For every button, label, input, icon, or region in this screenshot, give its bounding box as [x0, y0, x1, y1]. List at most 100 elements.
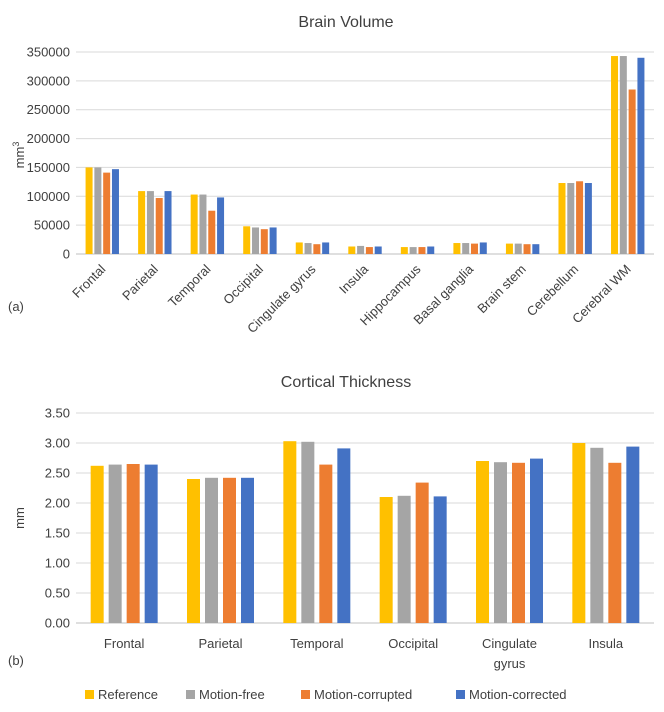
bar-motion-free-parietal [205, 477, 218, 623]
bar-motion-free-occipital [397, 495, 411, 623]
y-tick-label: 0.00 [45, 616, 70, 631]
bar-motion-free-temporal [301, 441, 315, 623]
bar-motion-corrected-insula [626, 446, 640, 623]
bar-motion-corrected-frontal [111, 169, 119, 254]
x-tick-label-temporal: Temporal [290, 636, 344, 651]
bar-reference-parietal [138, 191, 146, 254]
bar-motion-corrupted-basal-ganglia [470, 243, 478, 254]
chart-title-cortical-thickness: Cortical Thickness [281, 374, 411, 391]
y-tick-label: 50000 [34, 218, 70, 233]
y-tick-label: 0.50 [45, 586, 70, 601]
legend-swatch-motion-corrected [456, 690, 465, 699]
bar-motion-free-frontal [94, 167, 102, 254]
legend-label-motion-corrupted: Motion-corrupted [314, 687, 412, 702]
bar-motion-corrected-parietal [164, 191, 172, 254]
bar-motion-free-occipital [252, 227, 260, 254]
bar-motion-free-hippocampus [409, 247, 417, 254]
brain-volume-chart: Brain Volume mm3 (a) 0 50000 100000 150000 2… [8, 14, 654, 336]
bar-reference-cingulate-gyrus [476, 461, 489, 623]
bar-reference-brain-stem [505, 243, 513, 254]
x-tick-label-occipital: Occipital [220, 261, 266, 307]
bar-motion-corrupted-frontal [126, 464, 140, 623]
bar-reference-insula [572, 443, 586, 623]
y-axis-label-cortical-thickness: mm [12, 507, 27, 529]
bar-motion-free-temporal [199, 194, 207, 254]
bar-motion-corrected-brain-stem [532, 244, 540, 254]
x-tick-label-insula: Insula [336, 261, 372, 297]
bar-motion-free-insula [357, 245, 365, 254]
y-tick-label: 2.00 [45, 496, 70, 511]
bar-reference-temporal [190, 194, 198, 254]
y-tick-label: 250000 [27, 102, 70, 117]
legend-swatch-motion-corrupted [301, 690, 310, 699]
chart-title-brain-volume: Brain Volume [298, 14, 393, 31]
bar-motion-free-cingulate-gyrus [304, 243, 312, 254]
bar-motion-corrected-occipital [433, 496, 447, 623]
bar-motion-corrected-parietal [241, 477, 254, 623]
bar-motion-corrected-cerebral-wm [637, 57, 645, 255]
bar-motion-corrupted-temporal [208, 210, 216, 254]
y-tick-label: 2.50 [45, 466, 70, 481]
x-tick-label-brain-stem: Brain stem [474, 262, 529, 317]
y-tick-label: 1.00 [45, 556, 70, 571]
bar-motion-corrupted-parietal [155, 198, 163, 254]
bar-motion-corrupted-parietal [223, 477, 236, 623]
bar-motion-corrupted-frontal [103, 172, 111, 254]
bar-motion-corrected-temporal [217, 197, 225, 254]
x-tick-label-cingulate-gyrus: Cingulate gyrus [482, 636, 537, 671]
bar-motion-corrupted-temporal [319, 464, 333, 623]
bar-motion-free-cerebral-wm [619, 56, 627, 254]
bar-reference-occipital [379, 497, 393, 623]
bar-reference-temporal [283, 441, 297, 623]
panel-label-a: (a) [8, 299, 24, 314]
y-tick-label: 3.50 [45, 406, 70, 421]
y-tick-label: 200000 [27, 131, 70, 146]
y-tick-label: 0 [63, 247, 70, 262]
legend-label-motion-corrected: Motion-corrected [469, 687, 567, 702]
bar-reference-frontal [90, 465, 104, 623]
bar-motion-corrupted-insula [608, 462, 622, 623]
y-tick-label: 350000 [27, 45, 70, 60]
bar-motion-free-brain-stem [514, 243, 522, 254]
y-axis-label-brain-volume: mm3 [11, 142, 27, 169]
bar-motion-corrupted-occipital [415, 482, 429, 623]
legend-label-reference: Reference [98, 687, 158, 702]
bar-motion-corrected-basal-ganglia [479, 242, 487, 254]
x-tick-label-cerebellum: Cerebellum [524, 262, 582, 320]
x-tick-label-parietal: Parietal [119, 261, 161, 303]
y-axis-unit-text: mm [12, 147, 27, 169]
cortical-thickness-chart: Cortical Thickness mm (b) 0.00 0.50 1.00 1.… [8, 374, 654, 671]
legend-label-motion-free: Motion-free [199, 687, 265, 702]
y-tick-label: 1.50 [45, 526, 70, 541]
bar-reference-occipital [243, 226, 251, 254]
bar-motion-corrupted-hippocampus [418, 247, 426, 254]
bar-motion-corrupted-occipital [260, 229, 268, 254]
bar-motion-free-parietal [146, 191, 154, 254]
bar-reference-insula [348, 246, 356, 254]
bar-motion-free-cerebellum [567, 183, 575, 254]
x-tick-label-parietal: Parietal [198, 636, 242, 651]
bar-motion-corrected-cerebellum [584, 183, 592, 254]
bar-reference-basal-ganglia [453, 243, 461, 254]
bar-motion-corrupted-insula [365, 247, 373, 254]
x-tick-label-occipital: Occipital [388, 636, 438, 651]
y-tick-label: 150000 [27, 160, 70, 175]
bar-motion-corrupted-cingulate-gyrus [512, 462, 525, 623]
bar-motion-corrected-hippocampus [427, 246, 435, 254]
bar-motion-corrupted-cerebellum [576, 181, 584, 254]
bar-motion-corrected-insula [374, 246, 382, 254]
bar-reference-frontal [85, 167, 93, 254]
legend-swatch-reference [85, 690, 94, 699]
bar-motion-corrupted-brain-stem [523, 244, 531, 254]
bar-motion-free-basal-ganglia [462, 243, 470, 254]
y-tick-label: 3.00 [45, 436, 70, 451]
y-axis-unit-superscript: 3 [11, 142, 21, 147]
bar-motion-corrected-temporal [337, 448, 351, 623]
y-tick-label: 100000 [27, 189, 70, 204]
x-tick-label-frontal: Frontal [69, 261, 108, 300]
bar-reference-parietal [187, 479, 200, 623]
bar-reference-cerebral-wm [611, 56, 619, 254]
bar-motion-corrected-frontal [144, 464, 158, 623]
bar-reference-hippocampus [400, 247, 408, 254]
x-tick-label-temporal: Temporal [165, 261, 213, 309]
